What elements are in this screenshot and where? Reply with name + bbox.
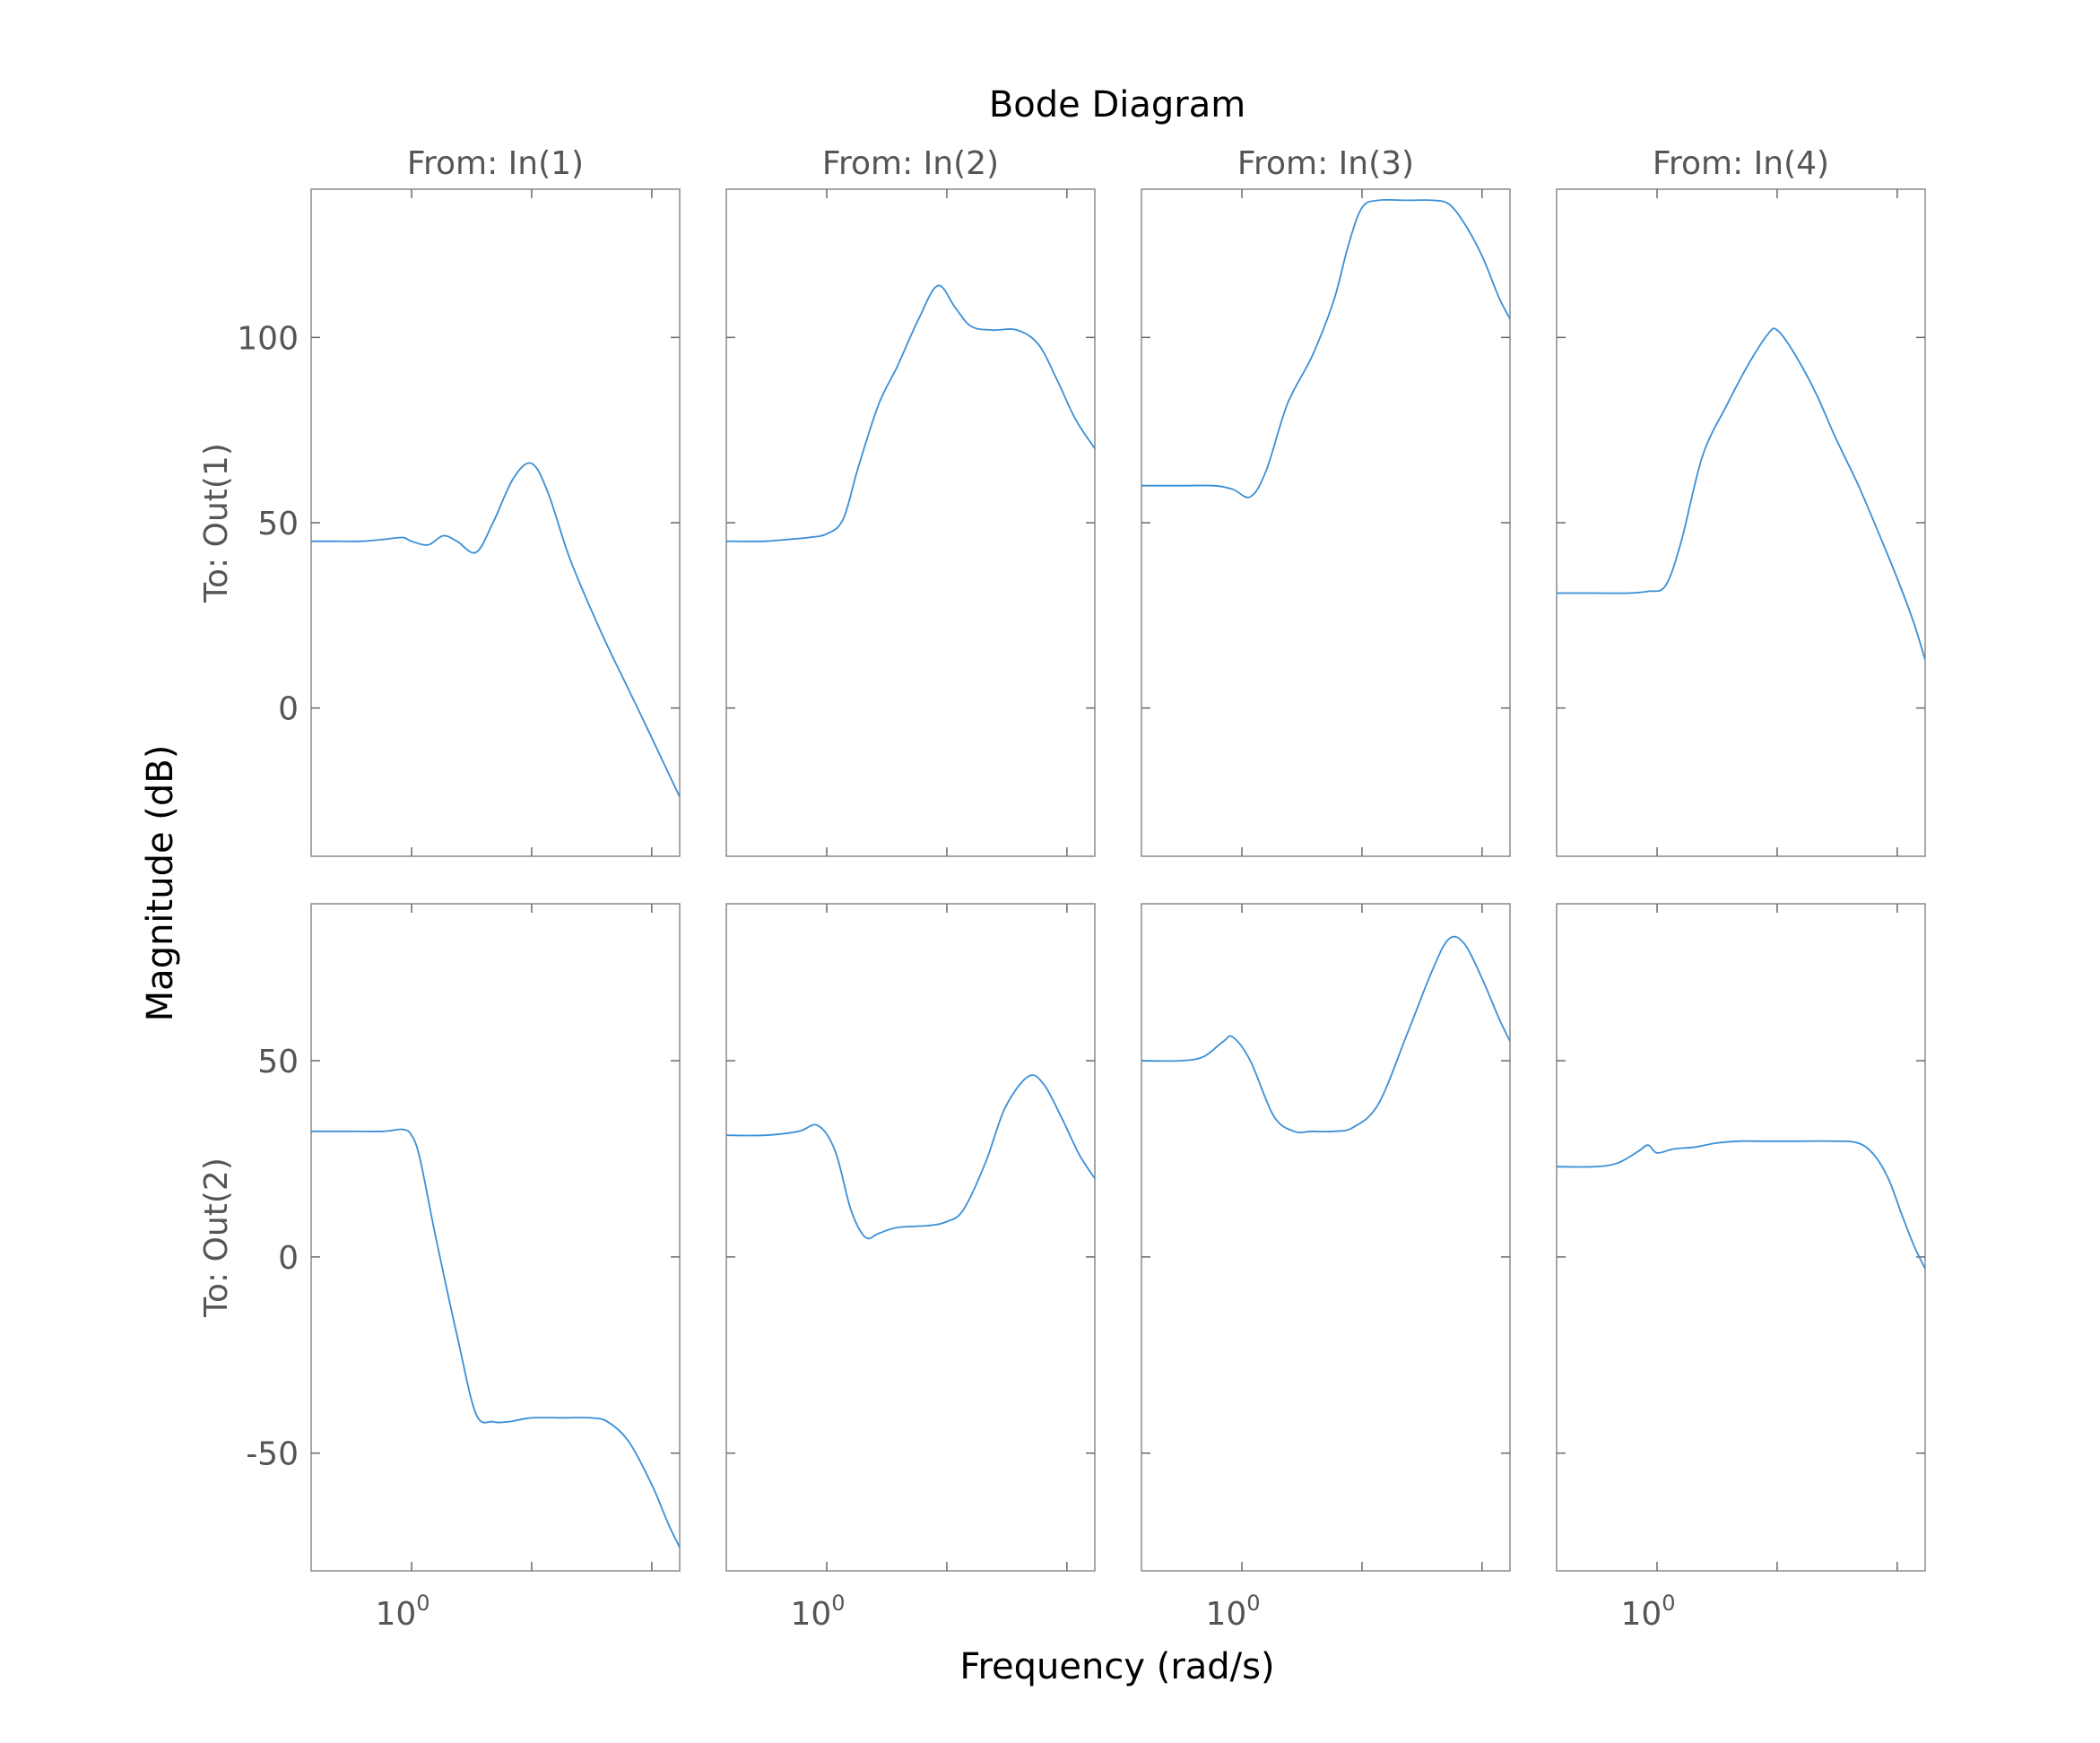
subplot-out2-in2: 100 bbox=[726, 904, 1095, 1633]
x-tick-exponent: 0 bbox=[1246, 1591, 1260, 1616]
x-tick-label-1: 100 bbox=[375, 1591, 430, 1633]
subplot-frame bbox=[726, 904, 1095, 1571]
x-tick-label-3: 100 bbox=[1205, 1591, 1260, 1633]
subplot-grid: From: In(1) From: In(2) From: In(3) From: I… bbox=[198, 145, 1925, 1633]
y-tick-label-row2-0: -50 bbox=[246, 1436, 299, 1473]
y-tick-label-row1-0: 0 bbox=[278, 691, 299, 728]
subplot-frame bbox=[1141, 189, 1510, 856]
y-axis-label: Magnitude (dB) bbox=[140, 745, 181, 1022]
subplot-out1-in4 bbox=[1557, 189, 1925, 856]
subplot-frame bbox=[726, 189, 1095, 856]
row-label-out-2: To: Out(2) bbox=[198, 1158, 235, 1318]
chart-title: Bode Diagram bbox=[989, 84, 1245, 126]
row-label-out-1: To: Out(1) bbox=[198, 443, 235, 603]
subplot-out1-in1 bbox=[311, 189, 680, 856]
subplot-out1-in3 bbox=[1141, 189, 1510, 856]
subplot-out2-in1: 100 bbox=[311, 904, 680, 1633]
x-tick-exponent: 0 bbox=[416, 1591, 430, 1616]
x-tick-base: 10 bbox=[790, 1596, 831, 1633]
x-tick-base: 10 bbox=[375, 1596, 416, 1633]
subplot-out2-in4: 100 bbox=[1557, 904, 1925, 1633]
subplot-frame bbox=[1557, 904, 1925, 1571]
x-tick-label-4: 100 bbox=[1620, 1591, 1675, 1633]
subplot-frame bbox=[311, 189, 680, 856]
subplot-frame bbox=[1557, 189, 1925, 856]
subplot-out1-in2 bbox=[726, 189, 1095, 856]
column-title-2: From: In(2) bbox=[822, 145, 999, 182]
y-tick-label-row2-2: 50 bbox=[257, 1044, 299, 1080]
x-tick-exponent: 0 bbox=[1662, 1591, 1675, 1616]
x-tick-base: 10 bbox=[1205, 1596, 1246, 1633]
subplot-frame bbox=[1141, 904, 1510, 1571]
x-tick-base: 10 bbox=[1620, 1596, 1662, 1633]
column-title-3: From: In(3) bbox=[1237, 145, 1414, 182]
y-tick-label-row2-1: 0 bbox=[278, 1240, 299, 1277]
subplot-out2-in3: 100 bbox=[1141, 904, 1510, 1633]
y-tick-label-row1-2: 100 bbox=[237, 320, 299, 357]
column-title-4: From: In(4) bbox=[1653, 145, 1829, 182]
column-title-1: From: In(1) bbox=[407, 145, 584, 182]
x-tick-label-2: 100 bbox=[790, 1591, 845, 1633]
x-axis-label: Frequency (rad/s) bbox=[959, 1646, 1274, 1687]
y-tick-label-row1-1: 50 bbox=[257, 506, 299, 542]
x-tick-exponent: 0 bbox=[831, 1591, 845, 1616]
subplot-frame bbox=[311, 904, 680, 1571]
